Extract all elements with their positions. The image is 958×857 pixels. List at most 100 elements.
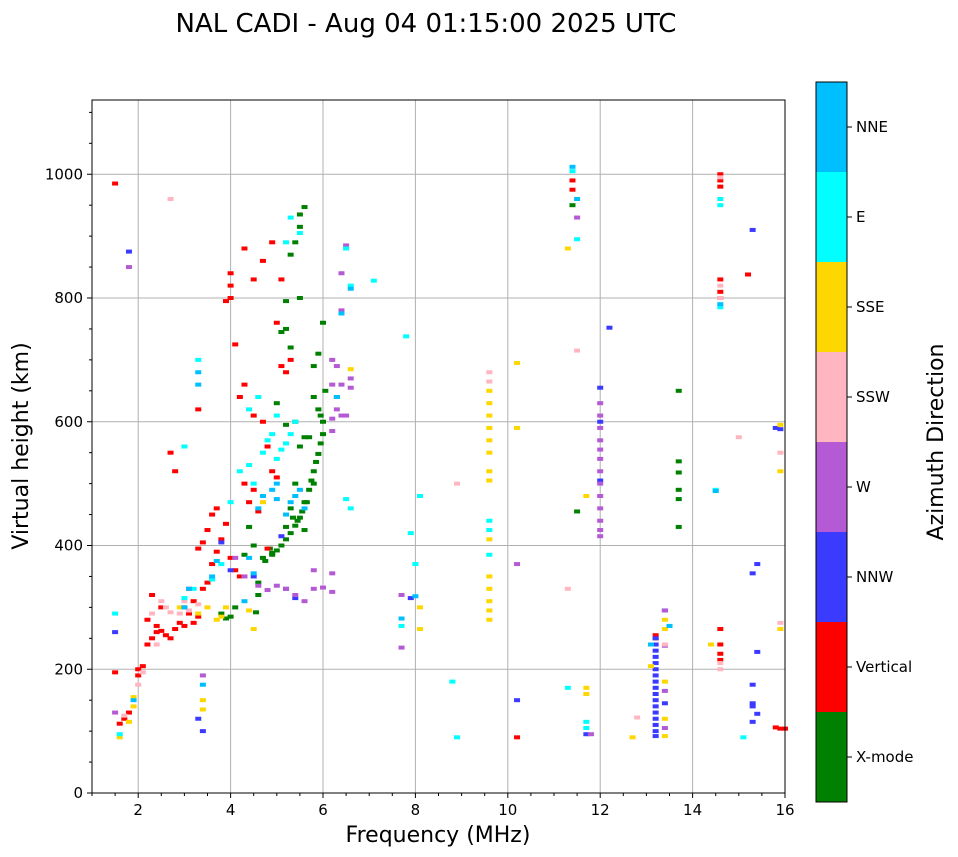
data-point-sse	[486, 574, 493, 579]
data-point-vertical	[186, 611, 193, 616]
data-point-e	[283, 240, 290, 245]
data-point-vertical	[121, 716, 128, 721]
data-point-w	[329, 589, 336, 594]
data-point-vertical	[227, 296, 234, 300]
data-point-e	[717, 305, 724, 310]
data-point-vertical	[232, 342, 239, 347]
data-point-vertical	[144, 617, 151, 622]
colorbar-label: Azimuth Direction	[924, 343, 949, 540]
data-point-x-mode	[296, 296, 303, 300]
axis-ticks: 2 4 6 8 10 12 14 16 0 200 400 600 800 1000	[45, 111, 795, 819]
colorbar-swatch	[816, 82, 847, 172]
data-point-e	[407, 531, 414, 536]
data-point-nne	[273, 481, 280, 486]
data-point-e	[181, 444, 188, 449]
data-point-vertical	[213, 506, 220, 511]
data-point-vertical	[135, 673, 142, 678]
data-point-w	[329, 357, 336, 362]
colorbar-swatch	[816, 532, 847, 622]
data-point-e	[343, 246, 350, 251]
data-point-e	[583, 726, 590, 731]
data-point-vertical	[250, 413, 257, 418]
data-point-nnw	[218, 540, 225, 545]
data-point-sse	[777, 469, 784, 474]
data-point-x-mode	[675, 487, 682, 492]
data-points	[112, 164, 788, 740]
data-point-vertical	[227, 283, 234, 288]
x-tick-label: 12	[591, 801, 610, 819]
data-point-e	[218, 562, 225, 567]
data-point-ssw	[121, 713, 128, 718]
data-point-vertical	[176, 620, 183, 625]
data-point-w	[347, 376, 354, 381]
data-point-ssw	[777, 620, 784, 625]
data-point-vertical	[273, 320, 280, 325]
data-point-vertical	[569, 178, 576, 183]
data-point-x-mode	[296, 212, 303, 217]
data-point-sse	[661, 734, 668, 739]
data-point-e	[116, 732, 123, 737]
data-point-nnw	[652, 667, 659, 672]
data-point-nne	[283, 512, 290, 517]
data-point-x-mode	[301, 205, 308, 210]
data-point-w	[310, 586, 317, 591]
data-point-nnw	[652, 710, 659, 715]
data-point-w	[597, 413, 604, 418]
data-point-nnw	[652, 661, 659, 666]
data-point-x-mode	[301, 528, 308, 533]
data-point-vertical	[222, 521, 229, 526]
data-point-sse	[417, 605, 424, 610]
colorbar-category-label: SSW	[856, 388, 890, 406]
data-point-w	[587, 732, 594, 737]
data-point-ssw	[735, 435, 742, 440]
data-point-e	[236, 469, 243, 474]
data-point-nnw	[652, 734, 659, 739]
data-point-vertical	[209, 562, 216, 567]
data-point-nne	[338, 311, 345, 316]
data-point-x-mode	[289, 515, 296, 520]
data-point-nne	[195, 370, 202, 375]
data-point-w	[597, 425, 604, 430]
data-point-vertical	[717, 657, 724, 662]
data-point-x-mode	[283, 524, 290, 529]
data-point-e	[296, 231, 303, 236]
data-point-vertical	[153, 623, 160, 628]
data-point-vertical	[236, 395, 243, 399]
data-point-e	[574, 237, 581, 242]
x-tick-label: 6	[318, 801, 328, 819]
data-point-nnw	[199, 729, 206, 734]
data-point-sse	[486, 608, 493, 613]
data-point-nnw	[292, 596, 299, 601]
data-point-nne	[255, 506, 262, 511]
data-point-x-mode	[246, 524, 253, 529]
data-point-x-mode	[301, 435, 308, 440]
data-point-nne	[246, 555, 253, 560]
data-point-x-mode	[283, 299, 290, 304]
data-point-sse	[661, 716, 668, 721]
data-point-nne	[186, 586, 193, 591]
data-point-vertical	[190, 599, 197, 604]
data-point-nnw	[583, 732, 590, 737]
colorbar-swatch	[816, 712, 847, 802]
data-point-w	[661, 688, 668, 693]
data-point-x-mode	[296, 444, 303, 449]
data-point-sse	[250, 627, 257, 632]
data-point-w	[329, 416, 336, 421]
data-point-nnw	[749, 701, 756, 706]
data-point-vertical	[149, 636, 156, 641]
data-point-w	[301, 599, 308, 604]
data-point-x-mode	[320, 320, 326, 325]
data-point-vertical	[213, 549, 220, 554]
data-point-x-mode	[294, 518, 301, 523]
data-point-sse	[708, 642, 715, 647]
colorbar-category-label: NNW	[856, 568, 893, 586]
data-point-vertical	[172, 627, 179, 632]
data-point-x-mode	[292, 481, 299, 486]
data-point-e	[181, 596, 188, 601]
data-point-nnw	[195, 716, 202, 721]
data-point-e	[370, 278, 377, 283]
data-point-w	[343, 243, 350, 248]
data-point-ssw	[574, 348, 581, 353]
data-point-nnw	[112, 630, 119, 635]
data-point-nnw	[652, 716, 659, 721]
